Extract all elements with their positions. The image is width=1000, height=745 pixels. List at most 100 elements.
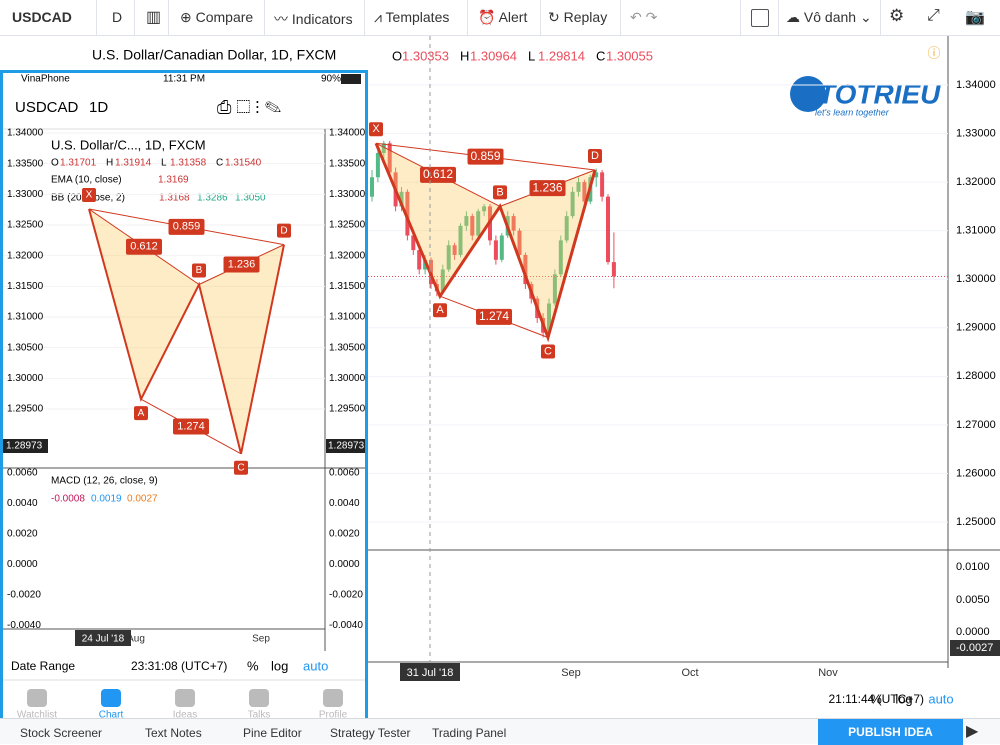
macd-tick-label: -0.0020 (7, 590, 41, 601)
x-tick-label: 31 Jul '18 (407, 667, 454, 679)
candle-body (440, 269, 445, 292)
ohlc-value: 1.31540 (225, 158, 262, 169)
publish-button[interactable]: PUBLISH IDEA (818, 719, 963, 745)
tab-label[interactable]: Watchlist (17, 710, 57, 719)
symbol[interactable]: USDCAD (12, 9, 72, 25)
tab[interactable]: Strategy Tester (330, 726, 411, 740)
indicators[interactable]: 〰 Indicators (274, 11, 353, 27)
chart-style[interactable]: ▥ (146, 9, 162, 26)
indicators-label: Indicators (291, 11, 353, 27)
replay[interactable]: ↻ Replay (548, 9, 608, 25)
tab[interactable]: Stock Screener (20, 726, 103, 740)
y-tick-label: 1.29500 (7, 404, 44, 415)
candle-body (594, 172, 599, 178)
percent-toggle[interactable]: % (247, 658, 259, 673)
point-box (588, 148, 602, 163)
ohlc-value: 1.31358 (170, 158, 207, 169)
y-tick-label: 1.30500 (329, 342, 365, 353)
macd-tick-label: 0.0040 (329, 498, 360, 509)
ohlc-key: H (106, 158, 113, 169)
candle-body (558, 240, 563, 275)
point-box (541, 344, 555, 359)
tab-label[interactable]: Chart (99, 710, 124, 719)
snapshot[interactable]: 📷 (965, 9, 985, 26)
candle-body (547, 303, 551, 333)
ratio-label: 1.236 (532, 180, 562, 194)
log-toggle[interactable]: log (895, 691, 912, 706)
bb-value: 1.3050 (235, 193, 266, 204)
y-tick-label: 1.32000 (956, 176, 996, 188)
candle-body (387, 143, 392, 173)
percent-toggle[interactable]: % (870, 691, 882, 706)
candle-body (411, 235, 416, 251)
replay-label: Replay (563, 9, 608, 25)
ohlc-key: O (51, 158, 59, 169)
point-label: A (436, 304, 444, 316)
time-label-box (75, 630, 131, 646)
tab-label[interactable]: Talks (248, 710, 271, 719)
macd-tick-label: 0.0000 (7, 559, 38, 570)
macd-current-box (950, 640, 1000, 656)
tab[interactable]: Trading Panel (432, 726, 507, 740)
tab-label[interactable]: Profile (319, 710, 348, 719)
undo[interactable]: ↶ ↷ (630, 9, 658, 25)
templates-label: Templates (385, 9, 450, 25)
macd-tick-label: 0.0060 (329, 468, 360, 479)
date-range[interactable]: Date Range (11, 659, 75, 673)
y-tick-label: 1.31500 (329, 281, 365, 292)
ohlc-value: 1.31914 (115, 158, 152, 169)
pattern-line (88, 208, 285, 455)
phone-time: 11:31 PM (163, 74, 205, 85)
y-tick-label: 1.33000 (329, 189, 365, 200)
candle-body (381, 143, 386, 153)
candle-body (576, 182, 581, 192)
current-price-box (3, 439, 48, 453)
auto-toggle[interactable]: auto (303, 658, 328, 673)
log-toggle[interactable]: log (271, 658, 288, 673)
tab[interactable]: Text Notes (145, 726, 202, 740)
candle-body (399, 191, 404, 207)
candle-body (523, 254, 528, 285)
y-tick-label: 1.30500 (7, 342, 44, 353)
tab[interactable]: Pine Editor (243, 726, 302, 740)
logo-mark (790, 76, 826, 112)
bottom-bar: Stock Screener Text Notes Pine Editor St… (0, 718, 1000, 745)
phone-icons[interactable]: ⎙ ⬚ ⫶ ✎ (217, 97, 281, 117)
interval[interactable]: D (112, 9, 123, 25)
ratio-label: 1.236 (228, 258, 256, 270)
templates[interactable]: ⩘ Templates (374, 9, 450, 25)
ratio-box (529, 180, 566, 197)
ratio-label: 1.274 (479, 309, 509, 323)
ohlc-key: C (216, 158, 223, 169)
ratio-box (168, 218, 205, 235)
fullscreen-box[interactable] (751, 9, 769, 27)
y-tick-label: 1.33000 (7, 189, 44, 200)
y-tick-label: 1.30000 (956, 273, 996, 285)
play-button[interactable]: ▶ (966, 723, 979, 740)
y-tick-label: 1.30000 (329, 373, 365, 384)
account[interactable]: ☁ Vô danh ⌄ (786, 9, 872, 25)
tab-icon (101, 689, 121, 707)
phone-interval[interactable]: 1D (89, 99, 108, 116)
phone-symbol[interactable]: USDCAD (15, 99, 79, 116)
candle-body (423, 259, 428, 270)
alert[interactable]: ⏰ Alert (478, 9, 528, 25)
ratio-box (223, 256, 260, 273)
ohlc-value: 1.29814 (538, 48, 585, 63)
macd-tick-label: -0.0040 (329, 620, 363, 631)
point-box (192, 263, 206, 278)
tab-label[interactable]: Ideas (173, 710, 197, 719)
macd-value: 0.0027 (127, 494, 158, 505)
point-label: D (280, 225, 287, 236)
ohlc-value: 1.30353 (402, 48, 449, 63)
expand[interactable]: ⤢ (927, 7, 940, 24)
candle-body (517, 230, 522, 255)
compare[interactable]: ⊕ Compare (180, 9, 254, 25)
time-label-box (400, 663, 460, 681)
tab-icon (323, 689, 343, 707)
current-price: 1.28973 (6, 441, 43, 452)
warning-icon[interactable]: ⓘ (927, 45, 940, 60)
settings[interactable]: ⚙ (889, 6, 905, 25)
auto-toggle[interactable]: auto (928, 691, 953, 706)
y-tick-label: 1.31500 (7, 281, 44, 292)
